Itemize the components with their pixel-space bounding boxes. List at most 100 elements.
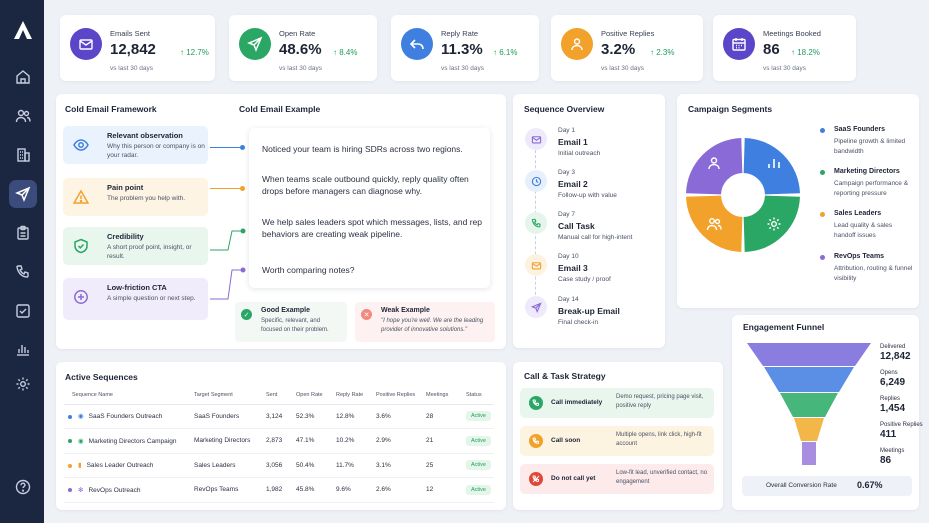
send-icon — [239, 28, 271, 60]
users-icon[interactable] — [9, 102, 37, 130]
segments-title: Campaign Segments — [688, 104, 773, 114]
reply-icon — [401, 28, 433, 60]
cell-sent: 3,124 — [264, 404, 294, 429]
call-desc: Demo request, pricing page visit, positi… — [616, 394, 704, 409]
funnel-title: Engagement Funnel — [743, 322, 825, 332]
cell-meetings: 28 — [424, 404, 464, 429]
check-icon: ✓ — [241, 309, 252, 320]
row-dot — [68, 488, 72, 493]
call-row-not-yet: Do not call yet Low-fit lead, unverified… — [520, 464, 714, 494]
gear-icon[interactable] — [9, 370, 37, 398]
kpi-value: 11.3% — [441, 41, 483, 58]
row-dot — [68, 414, 72, 419]
checkbox-icon[interactable] — [9, 297, 37, 325]
step-title: Email 3 — [558, 263, 588, 273]
col-header[interactable]: Status — [464, 386, 494, 405]
legend-desc: Pipeline growth & limited bandwidth — [834, 138, 906, 155]
legend-desc: Attribution, routing & funnel visibility — [834, 265, 913, 282]
step-day: Day 14 — [558, 296, 579, 303]
call-row-soon: Call soon Multiple opens, link click, hi… — [520, 426, 714, 456]
legend-desc: Campaign performance & reporting pressur… — [834, 180, 909, 197]
legend-title: RevOps Teams — [834, 253, 885, 260]
step-desc: Initial outreach — [558, 150, 601, 157]
gear-icon: ✻ — [78, 486, 84, 494]
kpi-change: ↑ 18.2% — [791, 48, 820, 57]
kpi-value: 48.6% — [279, 41, 322, 58]
col-header[interactable]: Sequence Name — [64, 386, 192, 405]
kpi-change: ↑ 12.7% — [180, 48, 209, 57]
legend-title: SaaS Founders — [834, 126, 885, 133]
kpi-change: ↑ 2.3% — [650, 48, 675, 57]
table-row[interactable]: ✻ RevOps Outreach RevOps Teams 1,982 45.8… — [64, 477, 494, 503]
user-icon: ◉ — [78, 413, 84, 421]
legend-dot — [820, 170, 825, 175]
send-icon[interactable] — [9, 180, 37, 208]
sidebar — [0, 0, 44, 523]
help-icon[interactable] — [9, 473, 37, 501]
table-row[interactable]: ▮ Sales Leader Outreach Sales Leaders 3,0… — [64, 453, 494, 478]
kpi-value: 86 — [763, 41, 780, 58]
kpi-sub: vs last 30 days — [763, 65, 806, 72]
cell-open: 52.3% — [294, 404, 334, 429]
col-header[interactable]: Sent — [264, 386, 294, 405]
framework-item-title: Credibility — [107, 232, 144, 241]
phone-icon[interactable] — [9, 258, 37, 286]
funnel-chart — [747, 343, 871, 465]
call-strategy-title: Call & Task Strategy — [524, 371, 606, 381]
call-desc: Low-fit lead, unverified contact, no eng… — [616, 470, 708, 485]
status-badge: Active — [466, 411, 491, 422]
funnel-stage-opens — [764, 367, 854, 392]
cell-segment: RevOps Teams — [192, 477, 264, 503]
cell-open: 45.8% — [294, 477, 334, 503]
app-logo — [14, 21, 32, 39]
framework-item-desc: Why this person or company is on your ra… — [107, 143, 205, 159]
framework-item-title: Pain point — [107, 183, 144, 192]
conversion-box: Overall Conversion Rate 0.67% — [742, 476, 912, 496]
kpi-label: Emails Sent — [110, 29, 151, 38]
cell-positive: 2.9% — [374, 428, 424, 454]
funnel-label: Replies — [880, 396, 901, 402]
calendar-icon — [723, 28, 755, 60]
mail-icon — [70, 28, 102, 60]
kpi-card-meetings-booked: Meetings Booked 86 ↑ 18.2% vs last 30 da… — [713, 15, 856, 81]
kpi-label: Meetings Booked — [763, 29, 821, 38]
table-row[interactable]: ◉ SaaS Founders Outreach SaaS Founders 3,… — [64, 404, 494, 429]
bar-chart-icon[interactable] — [9, 335, 37, 363]
framework-item-relevant-observation: Relevant observation Why this person or … — [63, 126, 208, 164]
kpi-value: 12,842 — [110, 41, 156, 58]
home-icon[interactable] — [9, 63, 37, 91]
cell-meetings: 21 — [424, 428, 464, 454]
cell-segment: Marketing Directors — [192, 428, 264, 454]
clipboard-icon[interactable] — [9, 219, 37, 247]
cell-meetings: 25 — [424, 453, 464, 478]
funnel-value: 86 — [880, 455, 892, 466]
col-header[interactable]: Open Rate — [294, 386, 334, 405]
sequence-title: Sequence Overview — [524, 104, 605, 114]
kpi-sub: vs last 30 days — [279, 65, 322, 72]
row-dot — [68, 463, 72, 468]
legend-dot — [820, 128, 825, 133]
col-header[interactable]: Positive Replies — [374, 386, 424, 405]
kpi-sub: vs last 30 days — [110, 65, 153, 72]
cell-reply: 11.7% — [334, 453, 374, 478]
kpi-card-reply-rate: Reply Rate 11.3% ↑ 6.1% vs last 30 days — [391, 15, 539, 81]
user-icon — [706, 155, 722, 171]
col-header[interactable]: Meetings — [424, 386, 464, 405]
col-header[interactable]: Target Segment — [192, 386, 264, 405]
step-desc: Follow-up with value — [558, 192, 617, 199]
email-line-cta: Worth comparing notes? — [262, 265, 355, 275]
send-icon — [525, 296, 547, 318]
sequence-name: SaaS Founders Outreach — [88, 413, 163, 421]
building-icon[interactable] — [9, 141, 37, 169]
kpi-label: Positive Replies — [601, 29, 655, 38]
framework-item-desc: The problem you help with. — [107, 195, 186, 202]
funnel-value: 1,454 — [880, 403, 906, 414]
step-day: Day 7 — [558, 211, 575, 218]
step-day: Day 1 — [558, 127, 575, 134]
status-badge: Active — [466, 435, 491, 446]
legend-title: Sales Leaders — [834, 210, 882, 217]
table-row[interactable]: ◉ Marketing Directors Campaign Marketing … — [64, 428, 494, 454]
legend-title: Marketing Directors — [834, 168, 900, 175]
col-header[interactable]: Reply Rate — [334, 386, 374, 405]
phone-icon — [525, 212, 547, 234]
